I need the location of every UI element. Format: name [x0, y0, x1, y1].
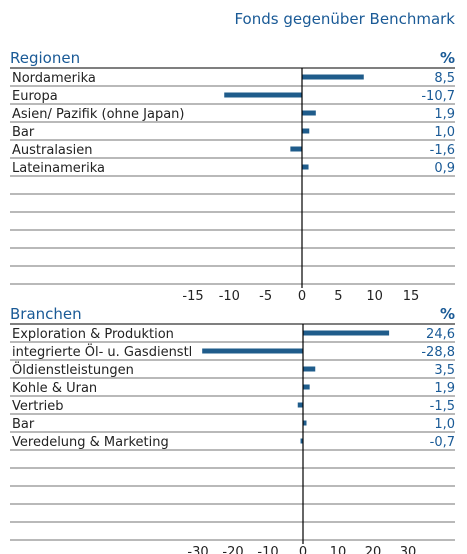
- x-tick-label: 15: [403, 289, 420, 304]
- section-title: Regionen: [10, 49, 80, 67]
- bar: [303, 384, 310, 390]
- value-label: -0,7: [430, 435, 455, 450]
- bar: [297, 402, 303, 408]
- bar: [290, 146, 302, 152]
- bar: [300, 438, 303, 444]
- value-label: -1,6: [430, 143, 455, 158]
- category-label: integrierte Öl- u. Gasdienstl: [12, 343, 192, 360]
- x-tick-label: -30: [187, 545, 208, 554]
- category-label: Vertrieb: [12, 399, 64, 414]
- category-label: Bar: [12, 125, 35, 140]
- bar: [303, 420, 307, 426]
- value-label: -28,8: [421, 345, 455, 360]
- bar: [302, 164, 309, 170]
- value-label: 1,9: [434, 107, 455, 122]
- x-tick-label: 20: [365, 545, 382, 554]
- category-label: Europa: [12, 89, 58, 104]
- bar: [302, 110, 316, 116]
- x-tick-label: 10: [330, 545, 347, 554]
- category-label: Lateinamerika: [12, 161, 105, 176]
- bar: [302, 74, 364, 80]
- category-label: Bar: [12, 417, 35, 432]
- category-label: Asien/ Pazifik (ohne Japan): [12, 107, 185, 122]
- category-label: Veredelung & Marketing: [12, 435, 169, 450]
- category-label: Kohle & Uran: [12, 381, 97, 396]
- value-label: 8,5: [434, 71, 455, 86]
- unit-label: %: [440, 305, 455, 323]
- bar: [202, 348, 303, 354]
- value-label: 0,9: [434, 161, 455, 176]
- x-tick-label: -5: [259, 289, 272, 304]
- value-label: 1,0: [434, 417, 455, 432]
- value-label: 3,5: [434, 363, 455, 378]
- x-tick-label: -15: [182, 289, 203, 304]
- page-title: Fonds gegenüber Benchmark: [234, 10, 455, 28]
- section-title: Branchen: [10, 305, 82, 323]
- value-label: -1,5: [430, 399, 455, 414]
- bar: [224, 92, 302, 98]
- value-label: -10,7: [421, 89, 455, 104]
- x-tick-label: -20: [222, 545, 243, 554]
- value-label: 1,9: [434, 381, 455, 396]
- x-tick-label: -10: [219, 289, 240, 304]
- unit-label: %: [440, 49, 455, 67]
- x-tick-label: 5: [334, 289, 342, 304]
- bar: [302, 128, 310, 134]
- x-tick-label: 0: [298, 289, 306, 304]
- value-label: 24,6: [426, 327, 455, 342]
- category-label: Australasien: [12, 143, 93, 158]
- x-tick-label: -10: [257, 545, 278, 554]
- bar: [303, 330, 390, 336]
- bar: [303, 366, 316, 372]
- category-label: Exploration & Produktion: [12, 327, 174, 342]
- x-tick-label: 10: [366, 289, 383, 304]
- category-label: Nordamerika: [12, 71, 96, 86]
- x-tick-label: 0: [299, 545, 307, 554]
- value-label: 1,0: [434, 125, 455, 140]
- x-tick-label: 30: [400, 545, 417, 554]
- category-label: Öldienstleistungen: [12, 361, 134, 378]
